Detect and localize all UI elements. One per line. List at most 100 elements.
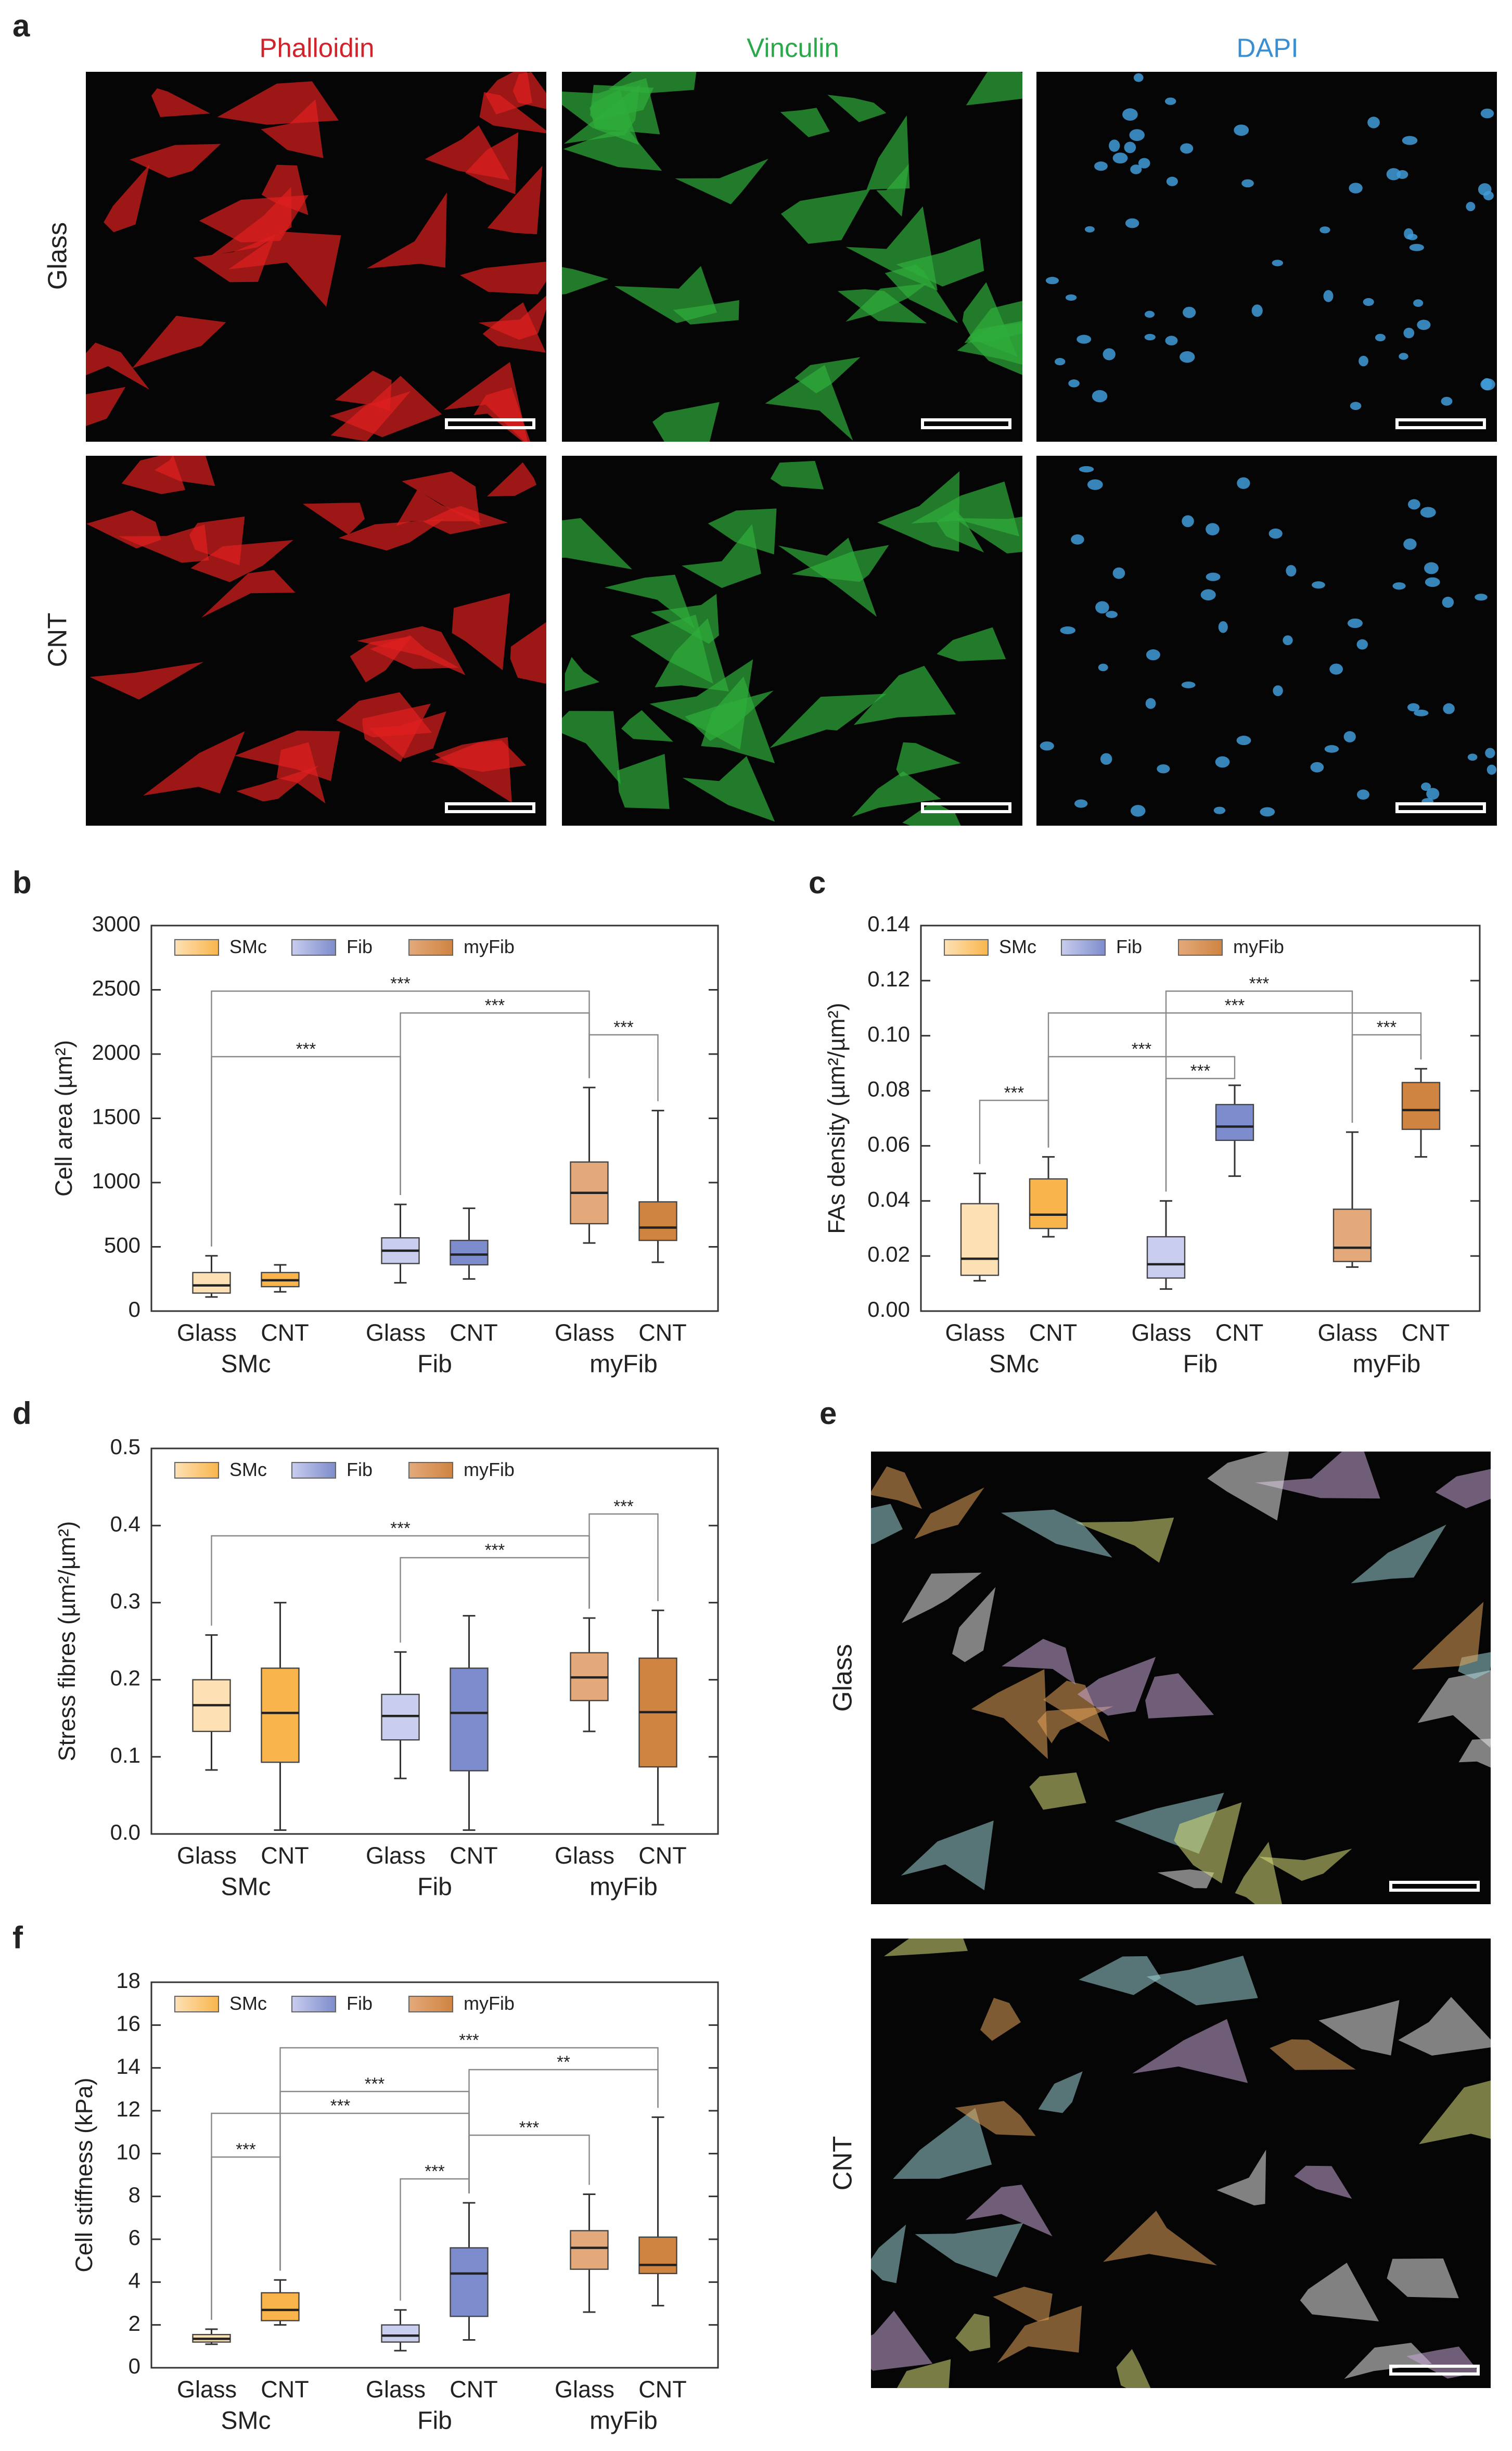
nucleus: [1467, 753, 1478, 761]
cell: [1146, 1956, 1258, 2006]
y-tick-label: 12: [116, 2097, 140, 2121]
significance-bracket: [1165, 990, 1353, 1192]
panel-letter: e: [819, 1396, 837, 1431]
x-tick-label: Glass: [366, 2376, 426, 2403]
cell: [1318, 2000, 1400, 2056]
legend-label: Fib: [347, 1993, 373, 2014]
cell: [883, 1939, 968, 1957]
cell: [330, 391, 411, 442]
legend-swatch: [408, 1461, 454, 1479]
cell: [1077, 1657, 1156, 1716]
legend-swatch: [291, 939, 337, 956]
x-tick-label: CNT: [1029, 1319, 1077, 1346]
nucleus: [1312, 581, 1325, 589]
nucleus: [1087, 479, 1103, 490]
y-tick-label: 0.08: [867, 1077, 910, 1101]
nucleus: [1283, 635, 1293, 646]
cell: [452, 593, 510, 671]
cell: [1406, 2346, 1480, 2379]
cell: [199, 195, 309, 242]
scale-bar: [444, 418, 535, 430]
nucleus: [1182, 515, 1194, 528]
nucleus: [1485, 748, 1495, 759]
cell: [85, 387, 126, 426]
row-label: CNT: [827, 2136, 857, 2191]
significance-label: ***: [613, 1497, 634, 1516]
scale-bar: [1389, 2364, 1480, 2376]
box: [1215, 1103, 1254, 1141]
cell: [780, 189, 870, 244]
cell: [853, 665, 956, 725]
nucleus: [1206, 572, 1221, 581]
nucleus: [1084, 226, 1095, 233]
cell: [966, 72, 1022, 106]
nucleus: [1040, 741, 1054, 751]
cell: [1216, 2149, 1266, 2205]
nucleus: [1442, 596, 1454, 608]
x-group-label: Fib: [1183, 1351, 1218, 1378]
cell: [190, 540, 293, 583]
nucleus: [1363, 298, 1374, 306]
cell: [430, 740, 527, 772]
y-tick-label: 0.2: [110, 1666, 140, 1690]
micrograph-background: [1036, 72, 1497, 442]
nucleus: [1310, 762, 1324, 773]
legend-swatch: [291, 1995, 337, 2013]
y-tick-label: 0.10: [867, 1022, 910, 1046]
significance-label: ***: [485, 1541, 505, 1560]
micrograph-content: [561, 72, 1022, 442]
nucleus: [1356, 639, 1368, 650]
cell: [1103, 2211, 1218, 2266]
x-group-label: SMc: [221, 1351, 271, 1378]
plot-frame: [150, 1981, 719, 2369]
legend-swatch: [1177, 939, 1223, 956]
legend-swatch: [408, 1995, 454, 2013]
box: [638, 1201, 677, 1241]
cell: [1132, 2019, 1248, 2083]
nucleus: [1180, 351, 1195, 363]
nucleus: [1055, 358, 1066, 366]
box: [1029, 1178, 1068, 1229]
scale-bar: [920, 802, 1011, 814]
column-header: Vinculin: [747, 33, 839, 62]
plot-frame: [920, 925, 1481, 1312]
x-tick-label: Glass: [366, 1842, 426, 1869]
significance-bracket: [211, 990, 590, 1247]
nucleus: [1092, 390, 1108, 403]
y-tick-label: 0.12: [867, 967, 910, 991]
x-group-label: myFib: [590, 1351, 658, 1378]
y-tick-label: 0.00: [867, 1297, 910, 1321]
cell: [1255, 1452, 1380, 1499]
nucleus: [1183, 306, 1196, 318]
nucleus: [1146, 649, 1160, 661]
nucleus: [1213, 806, 1226, 814]
cell: [896, 742, 961, 777]
legend-label: Fib: [1116, 936, 1142, 957]
significance-bracket: [588, 1034, 659, 1101]
cell: [143, 731, 245, 796]
micrograph: [1036, 456, 1497, 826]
significance-bracket: [468, 2134, 590, 2194]
cell: [701, 676, 775, 764]
legend-swatch: [1060, 939, 1106, 956]
cell: [486, 462, 537, 497]
significance-label: ***: [425, 2162, 445, 2181]
nucleus: [1144, 333, 1156, 341]
cell: [478, 296, 546, 340]
cell: [1001, 1509, 1112, 1558]
y-tick-label: 0.5: [110, 1434, 140, 1459]
y-tick-label: 0.4: [110, 1511, 140, 1536]
nucleus: [1399, 353, 1408, 360]
cell: [770, 460, 824, 490]
x-tick-label: CNT: [638, 2376, 686, 2403]
nucleus: [1286, 564, 1297, 577]
significance-bracket: [400, 1012, 590, 1195]
y-tick-label: 4: [129, 2268, 140, 2292]
nucleus: [1234, 124, 1249, 136]
nucleus: [1417, 319, 1431, 330]
nucleus: [1166, 176, 1178, 186]
cell: [902, 801, 961, 826]
nucleus: [1481, 378, 1492, 391]
nucleus: [1480, 108, 1494, 119]
cell: [561, 78, 660, 135]
